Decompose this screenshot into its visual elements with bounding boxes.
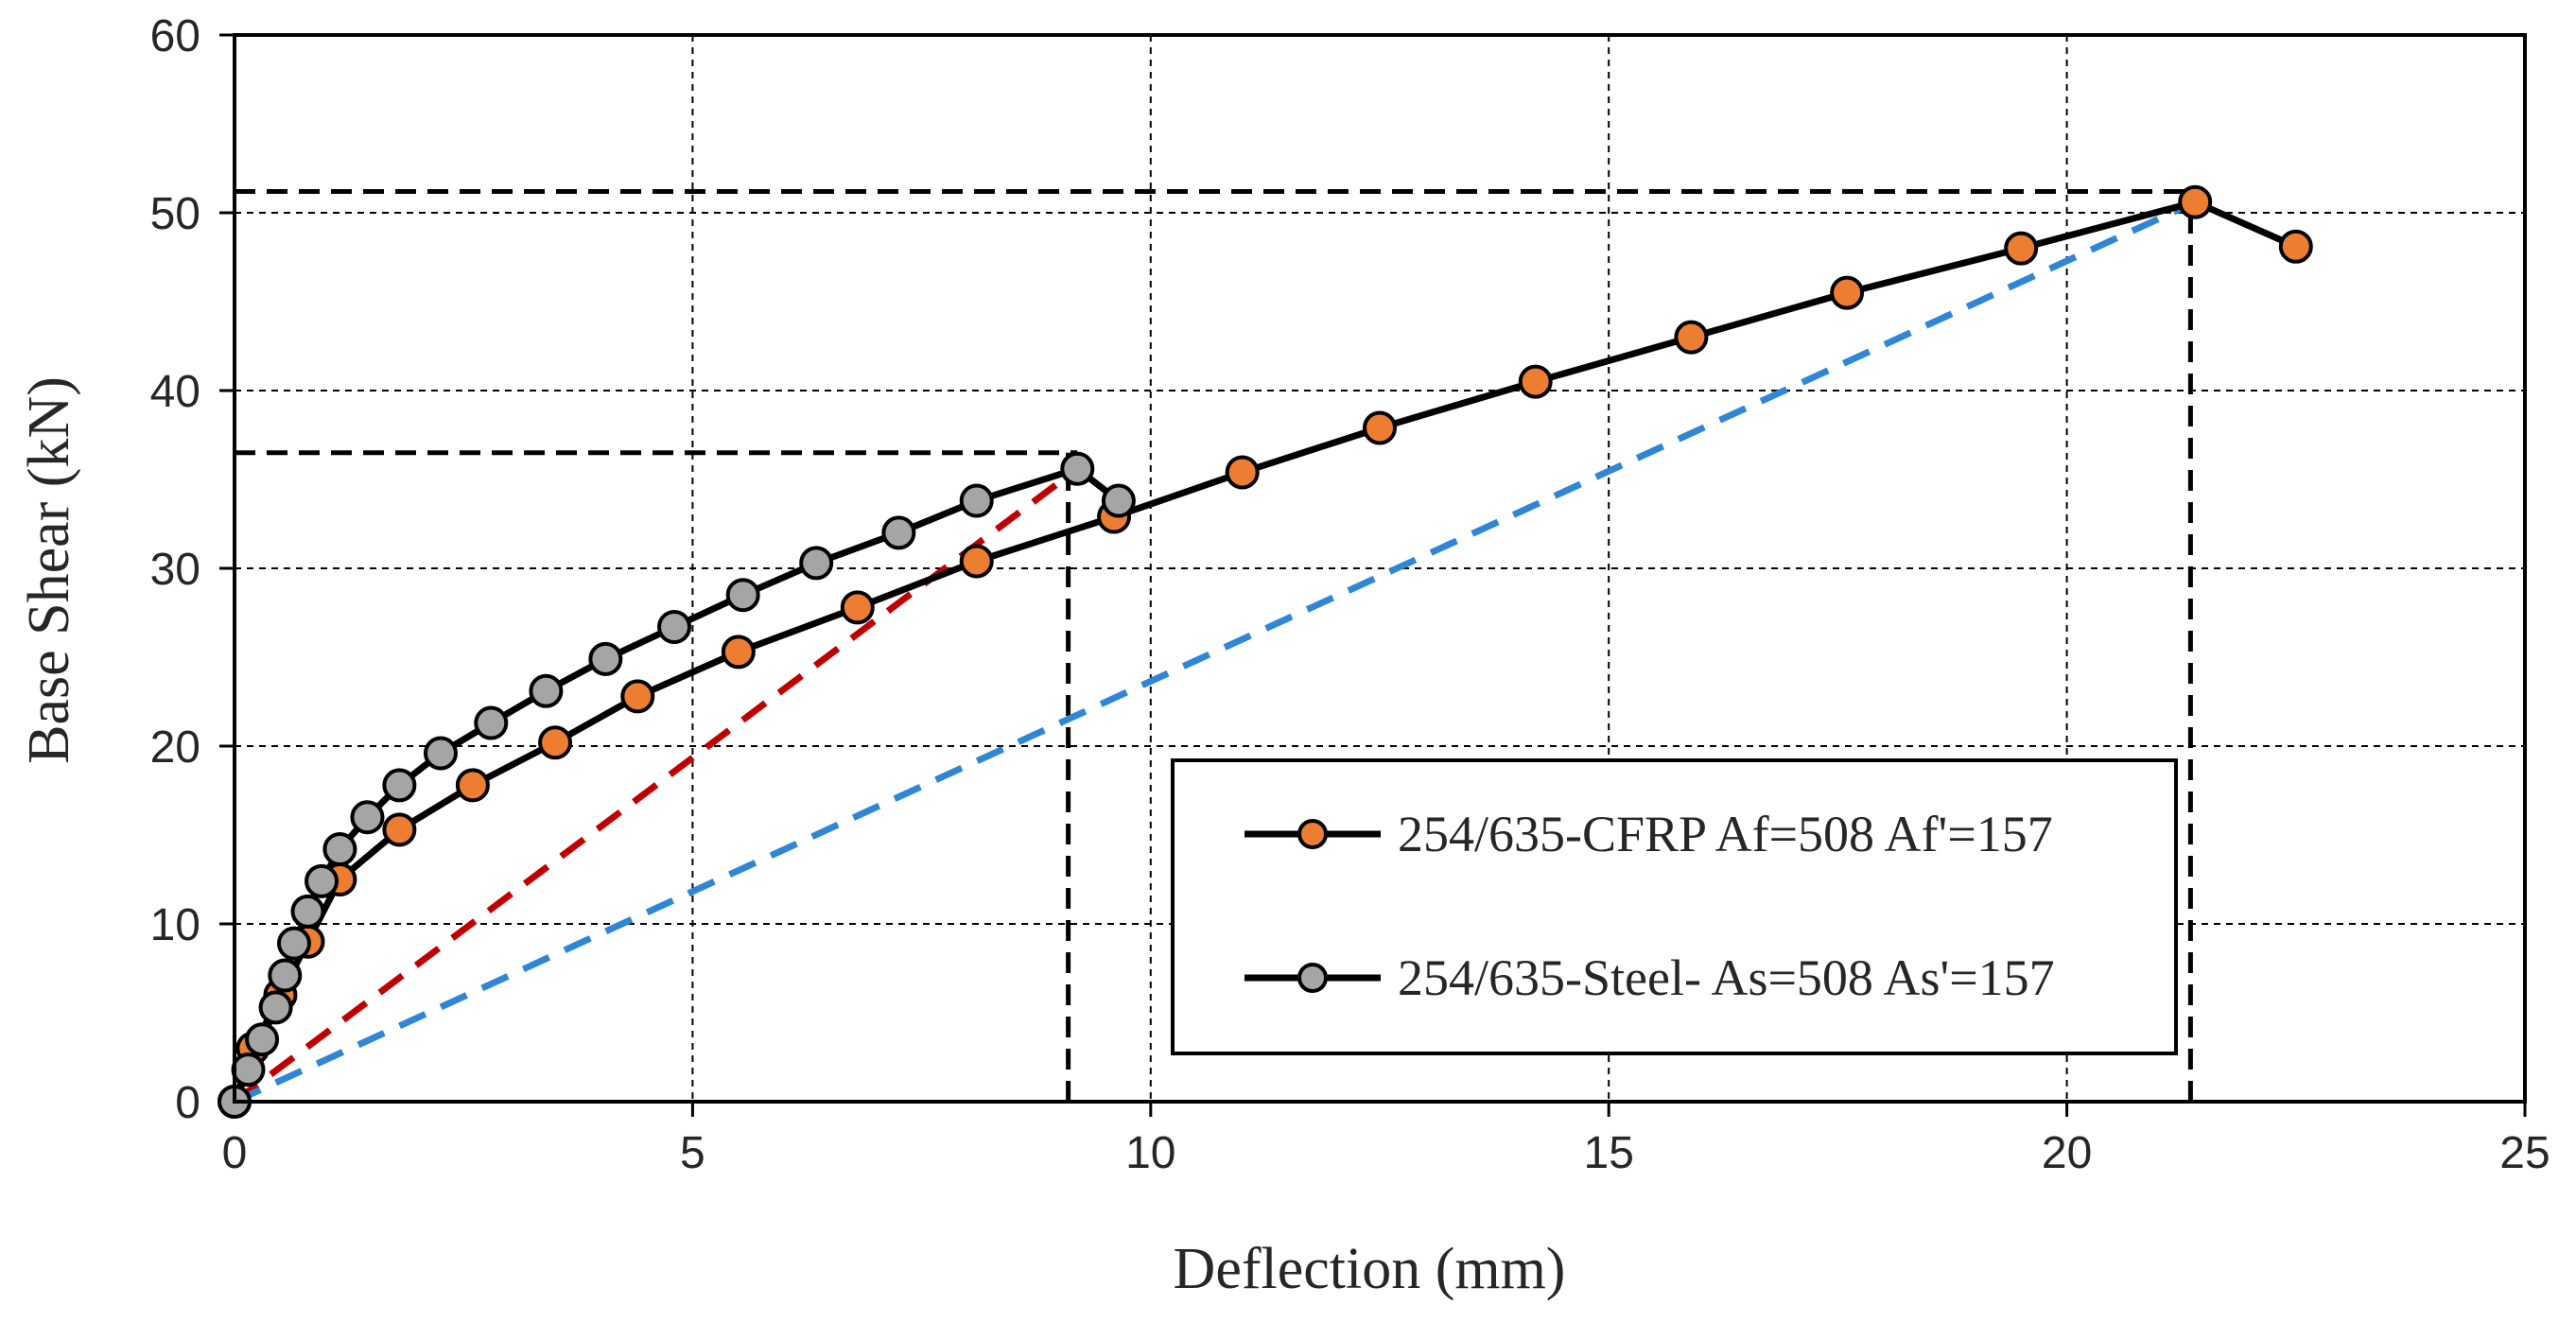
x-tick-labels: 0 5 10 15 20 25 — [222, 1128, 2550, 1178]
legend-label-steel: 254/635-Steel- As=508 As'=157 — [1398, 949, 2055, 1006]
point-cfrp-17 — [1830, 275, 1865, 310]
x-tick-label-10: 10 — [1125, 1128, 1175, 1178]
point-steel-13 — [529, 673, 564, 708]
legend-marker-steel — [1297, 963, 1328, 993]
point-steel-20 — [1060, 451, 1095, 486]
series-layer — [218, 184, 2313, 1119]
y-tick-label-10: 10 — [150, 900, 200, 950]
point-steel-17 — [799, 546, 834, 581]
point-steel-11 — [423, 736, 458, 771]
y-axis-title: Base Shear (kN) — [17, 376, 81, 764]
point-cfrp-7 — [538, 725, 573, 760]
x-axis-title: Deflection (mm) — [1174, 1237, 1566, 1301]
point-cfrp-16 — [1674, 320, 1709, 355]
reference-lines — [235, 188, 2201, 1102]
point-cfrp-15 — [1518, 364, 1553, 399]
x-tick-label-20: 20 — [2042, 1128, 2092, 1178]
point-steel-7 — [305, 863, 339, 898]
point-steel-10 — [382, 768, 417, 803]
point-steel-14 — [588, 641, 623, 676]
point-cfrp-6 — [455, 768, 490, 803]
point-steel-3 — [258, 990, 293, 1025]
x-tick-label-25: 25 — [2499, 1128, 2550, 1178]
point-cfrp-11 — [959, 544, 994, 579]
point-steel-5 — [276, 926, 311, 961]
point-steel-21 — [1101, 483, 1136, 518]
point-steel-6 — [290, 894, 325, 929]
point-cfrp-5 — [382, 812, 417, 847]
y-tick-label-60: 60 — [150, 11, 200, 61]
y-tick-labels: 0 10 20 30 40 50 60 — [150, 11, 200, 1128]
point-steel-9 — [350, 800, 385, 835]
point-cfrp-10 — [840, 590, 875, 625]
point-cfrp-9 — [721, 635, 756, 670]
point-cfrp-19 — [2178, 184, 2213, 219]
x-tick-label-0: 0 — [222, 1128, 248, 1178]
legend: 254/635-CFRP Af=508 Af'=157 254/635-Stee… — [1171, 758, 2178, 1055]
point-steel-19 — [959, 483, 994, 518]
point-steel-15 — [657, 610, 692, 645]
secant-line-2 — [233, 199, 2197, 1105]
point-steel-1 — [231, 1052, 266, 1087]
legend-box — [1171, 758, 2178, 1055]
y-tick-label-50: 50 — [150, 189, 200, 239]
y-tick-label-0: 0 — [175, 1078, 200, 1128]
plot-frame — [233, 33, 2527, 1104]
point-steel-12 — [474, 705, 509, 740]
point-cfrp-18 — [2004, 231, 2039, 266]
point-steel-8 — [322, 832, 357, 867]
point-cfrp-20 — [2278, 229, 2313, 264]
y-tick-label-40: 40 — [150, 367, 200, 417]
point-cfrp-13 — [1225, 455, 1260, 490]
x-tick-label-5: 5 — [680, 1128, 705, 1178]
point-steel-16 — [725, 578, 760, 613]
x-tick-label-15: 15 — [1584, 1128, 1634, 1178]
point-cfrp-14 — [1363, 410, 1397, 445]
point-steel-4 — [268, 958, 303, 993]
y-tick-label-30: 30 — [150, 545, 200, 595]
point-cfrp-8 — [620, 679, 655, 714]
y-tick-label-20: 20 — [150, 722, 200, 773]
point-steel-2 — [245, 1022, 280, 1057]
legend-label-cfrp: 254/635-CFRP Af=508 Af'=157 — [1398, 806, 2053, 862]
point-steel-18 — [881, 515, 916, 550]
legend-marker-cfrp — [1297, 819, 1328, 849]
